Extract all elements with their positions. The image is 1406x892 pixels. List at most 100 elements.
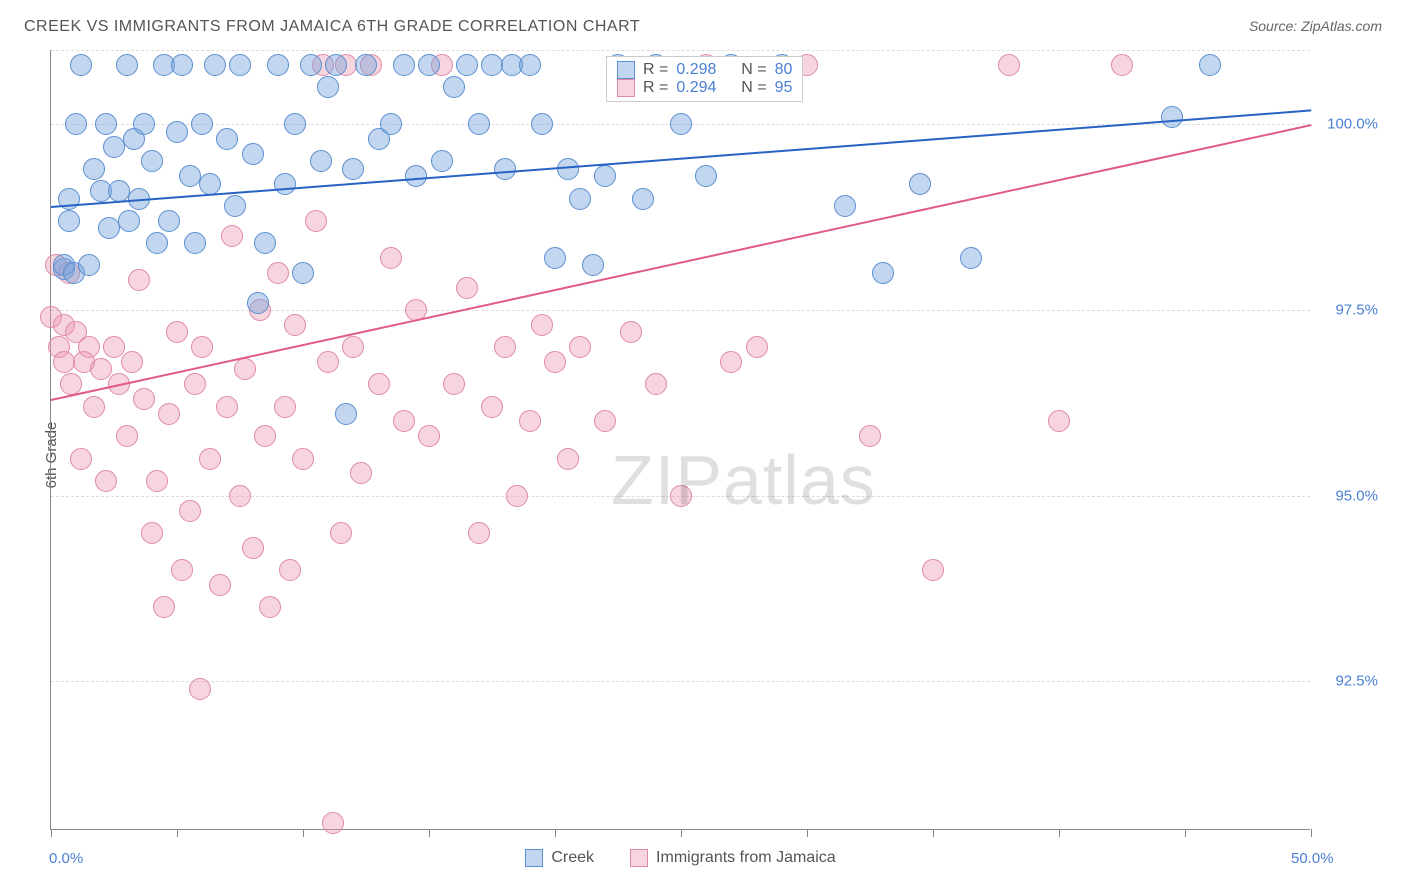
x-tick [807, 829, 808, 837]
jamaica-point [83, 396, 105, 418]
creek-point [254, 232, 276, 254]
jamaica-point [317, 351, 339, 373]
creek-point [229, 54, 251, 76]
jamaica-point [393, 410, 415, 432]
plot-area: ZIPatlas 92.5%95.0%97.5%100.0%0.0%50.0% … [50, 50, 1310, 830]
creek-point [872, 262, 894, 284]
y-tick-label: 95.0% [1335, 487, 1378, 504]
creek-point [544, 247, 566, 269]
creek-point [191, 113, 213, 135]
jamaica-point [121, 351, 143, 373]
jamaica-point [259, 596, 281, 618]
creek-point [325, 54, 347, 76]
creek-point [204, 54, 226, 76]
jamaica-point [1048, 410, 1070, 432]
creek-point [179, 165, 201, 187]
jamaica-point [284, 314, 306, 336]
creek-point [834, 195, 856, 217]
creek-point [519, 54, 541, 76]
jamaica-point [279, 559, 301, 581]
jamaica-point [594, 410, 616, 432]
creek-point [380, 113, 402, 135]
creek-point [118, 210, 140, 232]
jamaica-point [720, 351, 742, 373]
jamaica-point [242, 537, 264, 559]
creek-point [317, 76, 339, 98]
creek-point [355, 54, 377, 76]
creek-point [166, 121, 188, 143]
x-tick [1059, 829, 1060, 837]
y-tick-label: 100.0% [1327, 116, 1378, 133]
jamaica-point [506, 485, 528, 507]
jamaica-point [443, 373, 465, 395]
creek-point [146, 232, 168, 254]
correlation-legend: R = 0.298 N = 80 R = 0.294 N = 95 [606, 56, 803, 102]
jamaica-point [922, 559, 944, 581]
jamaica-point [221, 225, 243, 247]
creek-point [431, 150, 453, 172]
jamaica-swatch [617, 79, 635, 97]
jamaica-regression-line [51, 124, 1311, 401]
gridline [51, 310, 1310, 311]
x-tick [1311, 829, 1312, 837]
legend-item: Creek [525, 849, 594, 867]
creek-point [1161, 106, 1183, 128]
jamaica-point [998, 54, 1020, 76]
creek-point [456, 54, 478, 76]
jamaica-point [350, 462, 372, 484]
x-tick [429, 829, 430, 837]
creek-point [909, 173, 931, 195]
jamaica-point [292, 448, 314, 470]
creek-point [670, 113, 692, 135]
jamaica-point [254, 425, 276, 447]
legend-item: Immigrants from Jamaica [630, 849, 836, 867]
jamaica-point [468, 522, 490, 544]
creek-point [695, 165, 717, 187]
jamaica-point [645, 373, 667, 395]
jamaica-point [368, 373, 390, 395]
creek-point [158, 210, 180, 232]
jamaica-point [330, 522, 352, 544]
jamaica-point [569, 336, 591, 358]
source-label: Source: ZipAtlas.com [1249, 18, 1382, 34]
creek-swatch [617, 61, 635, 79]
jamaica-point [184, 373, 206, 395]
x-tick [555, 829, 556, 837]
creek-point [133, 113, 155, 135]
jamaica-point [544, 351, 566, 373]
jamaica-point [557, 448, 579, 470]
jamaica-point [670, 485, 692, 507]
creek-point [481, 54, 503, 76]
creek-point [224, 195, 246, 217]
creek-swatch [525, 849, 543, 867]
creek-point [65, 113, 87, 135]
jamaica-point [166, 321, 188, 343]
creek-point [393, 54, 415, 76]
creek-point [141, 150, 163, 172]
creek-point [405, 165, 427, 187]
jamaica-point [859, 425, 881, 447]
creek-point [1199, 54, 1221, 76]
watermark: ZIPatlas [611, 440, 876, 520]
jamaica-point [746, 336, 768, 358]
jamaica-point [199, 448, 221, 470]
creek-point [300, 54, 322, 76]
chart-title: CREEK VS IMMIGRANTS FROM JAMAICA 6TH GRA… [24, 18, 640, 36]
creek-point [284, 113, 306, 135]
legend-label: Immigrants from Jamaica [656, 849, 836, 867]
jamaica-point [531, 314, 553, 336]
creek-point [342, 158, 364, 180]
creek-point [98, 217, 120, 239]
x-tick [681, 829, 682, 837]
creek-point [468, 113, 490, 135]
creek-point [103, 136, 125, 158]
creek-point [531, 113, 553, 135]
x-tick [177, 829, 178, 837]
jamaica-point [380, 247, 402, 269]
creek-point [199, 173, 221, 195]
creek-point [335, 403, 357, 425]
creek-point [274, 173, 296, 195]
legend-row: R = 0.298 N = 80 [617, 61, 792, 79]
x-tick [51, 829, 52, 837]
creek-point [70, 54, 92, 76]
